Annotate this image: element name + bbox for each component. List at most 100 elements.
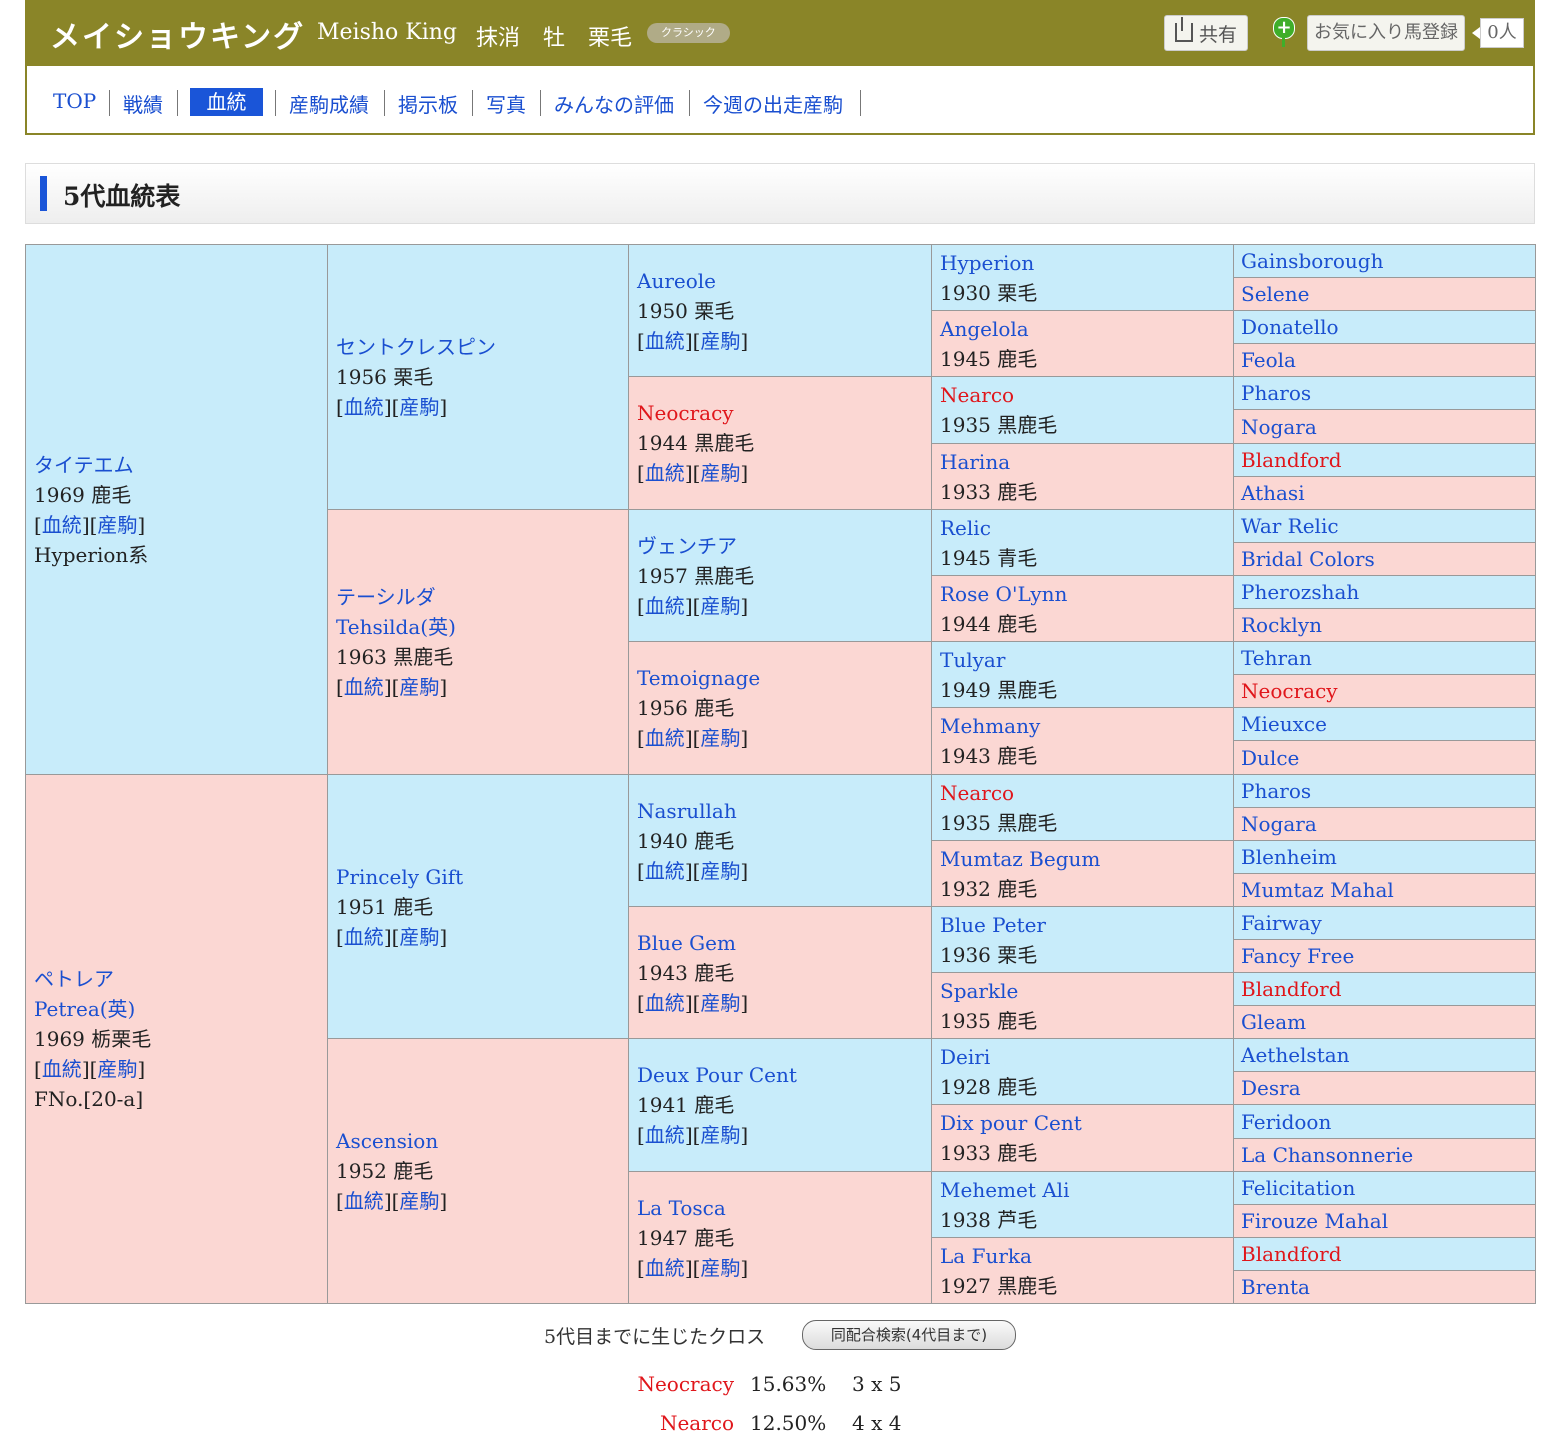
offspring-link[interactable]: 産駒 <box>399 924 440 949</box>
horse-name-link[interactable]: Hyperion <box>940 250 1035 275</box>
horse-name-link[interactable]: Nasrullah <box>637 798 737 823</box>
horse-name-link[interactable]: Tulyar <box>940 647 1006 672</box>
tab-results[interactable]: 戦績 <box>123 93 163 117</box>
horse-name-link[interactable]: Pherozshah <box>1241 580 1360 604</box>
horse-name-link[interactable]: Mehemet Ali <box>940 1177 1070 1202</box>
horse-name-link[interactable]: Temoignage <box>637 666 761 690</box>
favorite-register-button[interactable]: お気に入り馬登録 <box>1307 15 1465 51</box>
horse-name-link[interactable]: Relic <box>940 515 991 540</box>
pedigree-link[interactable]: 血統 <box>644 1255 685 1280</box>
horse-name-en-link[interactable]: Tehsilda(英) <box>336 615 456 639</box>
offspring-link[interactable]: 産駒 <box>700 858 741 883</box>
horse-name-link[interactable]: Princely Gift <box>336 864 464 889</box>
horse-name-link[interactable]: Angelola <box>940 316 1029 341</box>
horse-name-link[interactable]: Blue Peter <box>940 912 1046 937</box>
horse-name-link[interactable]: Blenheim <box>1241 845 1337 869</box>
pedigree-link[interactable]: 血統 <box>343 675 384 699</box>
horse-name-link[interactable]: Mumtaz Mahal <box>1241 878 1394 902</box>
horse-name-link[interactable]: Desra <box>1241 1076 1301 1100</box>
horse-name-link[interactable]: Blandford <box>1241 1242 1342 1266</box>
horse-name-link[interactable]: Mieuxce <box>1241 712 1327 736</box>
horse-name-link[interactable]: Blandford <box>1241 977 1342 1001</box>
horse-name-link[interactable]: Blue Gem <box>637 930 736 955</box>
pedigree-link[interactable]: 血統 <box>41 512 82 537</box>
pedigree-link[interactable]: 血統 <box>343 924 384 949</box>
offspring-link[interactable]: 産駒 <box>700 593 741 618</box>
horse-name-link[interactable]: Gainsborough <box>1241 249 1384 273</box>
tab-pedigree[interactable]: 血統 <box>190 88 263 116</box>
pedigree-link[interactable]: 血統 <box>644 461 685 485</box>
horse-name-link[interactable]: Deux Pour Cent <box>637 1063 797 1087</box>
horse-name-link[interactable]: Felicitation <box>1241 1176 1356 1200</box>
cross-horse-link[interactable]: Nearco <box>659 1411 734 1435</box>
tab-reviews[interactable]: みんなの評価 <box>554 93 674 117</box>
pedigree-link[interactable]: 血統 <box>644 990 685 1015</box>
offspring-link[interactable]: 産駒 <box>399 1189 440 1213</box>
same-mating-search-button[interactable]: 同配合検索(4代目まで) <box>802 1320 1016 1350</box>
horse-name-link[interactable]: Bridal Colors <box>1241 547 1375 571</box>
horse-name-link[interactable]: Tehran <box>1241 646 1312 670</box>
horse-name-link[interactable]: La Furka <box>940 1243 1032 1268</box>
horse-name-link[interactable]: Aureole <box>637 268 716 293</box>
horse-name-link[interactable]: Aethelstan <box>1241 1043 1350 1067</box>
offspring-link[interactable]: 産駒 <box>97 1057 138 1081</box>
pedigree-link[interactable]: 血統 <box>343 1189 384 1213</box>
horse-name-link[interactable]: Donatello <box>1241 315 1339 339</box>
pedigree-link[interactable]: 血統 <box>644 328 685 353</box>
horse-name-link[interactable]: Nogara <box>1241 414 1317 439</box>
horse-name-link[interactable]: Fancy Free <box>1241 944 1355 968</box>
cross-horse-link[interactable]: Neocracy <box>637 1372 734 1396</box>
offspring-link[interactable]: 産駒 <box>97 512 138 537</box>
horse-name-link[interactable]: Brenta <box>1241 1275 1310 1299</box>
horse-name-link[interactable]: Pharos <box>1241 381 1312 405</box>
horse-name-link[interactable]: Neocracy <box>637 401 734 425</box>
horse-name-link[interactable]: War Relic <box>1241 514 1339 538</box>
horse-name-link[interactable]: ヴェンチア <box>637 533 737 558</box>
pedigree-link[interactable]: 血統 <box>644 858 685 883</box>
tab-bbs[interactable]: 掲示板 <box>398 93 458 117</box>
horse-name-link[interactable]: Feridoon <box>1241 1109 1332 1134</box>
horse-name-link[interactable]: Nearco <box>940 780 1015 805</box>
horse-name-link[interactable]: Fairway <box>1241 911 1322 935</box>
horse-name-link[interactable]: Dix pour Cent <box>940 1111 1082 1135</box>
horse-name-link[interactable]: Pharos <box>1241 779 1312 803</box>
tab-top[interactable]: TOP <box>53 89 97 113</box>
offspring-link[interactable]: 産駒 <box>700 726 741 750</box>
offspring-link[interactable]: 産駒 <box>399 395 440 419</box>
horse-name-link[interactable]: ペトレア <box>34 967 114 991</box>
horse-name-link[interactable]: Harina <box>940 449 1011 474</box>
horse-name-link[interactable]: Dulce <box>1241 745 1300 770</box>
horse-name-link[interactable]: Nearco <box>940 383 1015 407</box>
pedigree-link[interactable]: 血統 <box>41 1057 82 1081</box>
horse-name-link[interactable]: Nogara <box>1241 812 1317 836</box>
pedigree-link[interactable]: 血統 <box>644 593 685 618</box>
pedigree-link[interactable]: 血統 <box>644 1123 685 1147</box>
offspring-link[interactable]: 産駒 <box>700 461 741 485</box>
offspring-link[interactable]: 産駒 <box>700 328 741 353</box>
horse-name-link[interactable]: テーシルダ <box>336 585 436 609</box>
horse-name-link[interactable]: Firouze Mahal <box>1241 1209 1389 1233</box>
horse-name-link[interactable]: Sparkle <box>940 978 1019 1003</box>
tab-offspring-results[interactable]: 産駒成績 <box>289 93 369 117</box>
offspring-link[interactable]: 産駒 <box>700 1123 741 1147</box>
horse-name-link[interactable]: Mehmany <box>940 714 1041 738</box>
horse-name-link[interactable]: Gleam <box>1241 1010 1307 1034</box>
horse-name-en-link[interactable]: Petrea(英) <box>34 997 136 1021</box>
horse-name-link[interactable]: セントクレスピン <box>336 335 496 359</box>
tab-photos[interactable]: 写真 <box>486 93 526 117</box>
horse-name-link[interactable]: Selene <box>1241 282 1310 306</box>
pedigree-link[interactable]: 血統 <box>343 395 384 419</box>
pedigree-link[interactable]: 血統 <box>644 726 685 750</box>
offspring-link[interactable]: 産駒 <box>399 675 440 699</box>
horse-name-link[interactable]: Deiri <box>940 1044 991 1069</box>
horse-name-link[interactable]: Rocklyn <box>1241 613 1322 637</box>
share-button[interactable]: 共有 <box>1164 15 1248 51</box>
horse-name-link[interactable]: Mumtaz Begum <box>940 846 1101 871</box>
horse-name-link[interactable]: Feola <box>1241 348 1296 372</box>
horse-name-link[interactable]: タイテエム <box>34 452 134 477</box>
horse-name-link[interactable]: La Chansonnerie <box>1241 1143 1414 1167</box>
horse-name-link[interactable]: Ascension <box>336 1129 439 1153</box>
add-favorite-icon[interactable]: + <box>1273 17 1295 47</box>
horse-name-link[interactable]: Rose O'Lynn <box>940 581 1068 606</box>
horse-name-link[interactable]: Athasi <box>1241 481 1305 505</box>
